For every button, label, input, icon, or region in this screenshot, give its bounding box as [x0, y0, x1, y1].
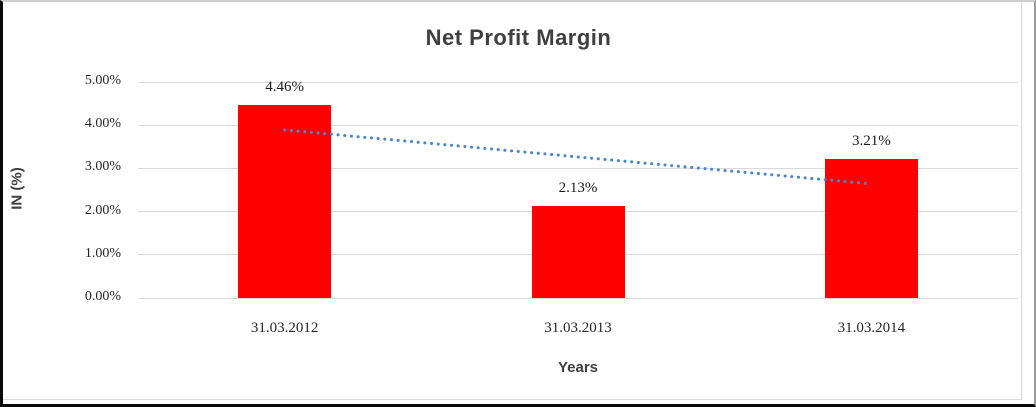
- x-tick-label: 31.03.2014: [837, 320, 906, 336]
- trendline: [283, 128, 873, 186]
- y-tick-label: 3.00%: [84, 159, 121, 175]
- trendline-path: [283, 128, 873, 186]
- data-label: 2.13%: [558, 179, 598, 196]
- x-tick-label: 31.03.2013: [544, 320, 612, 336]
- data-label: 4.46%: [265, 79, 305, 96]
- gridline: [138, 297, 1018, 299]
- y-tick-label: 5.00%: [84, 73, 121, 88]
- bar: [824, 159, 918, 298]
- plot-area: [138, 81, 1018, 299]
- gridline: [138, 81, 1018, 83]
- gridline: [138, 167, 1018, 169]
- y-tick-label: 1.00%: [84, 245, 121, 261]
- data-label: 3.21%: [851, 133, 891, 150]
- y-tick-label: 4.00%: [84, 116, 121, 132]
- bar: [238, 105, 332, 298]
- x-tick-label: 31.03.2012: [250, 320, 319, 336]
- chart-title: Net Profit Margin: [425, 25, 612, 50]
- y-tick-label: 2.00%: [84, 202, 121, 218]
- bar: [531, 205, 625, 298]
- gridline: [138, 124, 1018, 126]
- x-axis-title: Years: [557, 359, 599, 376]
- y-axis-title: IN (%): [8, 167, 26, 210]
- y-tick-label: 0.00%: [84, 289, 121, 304]
